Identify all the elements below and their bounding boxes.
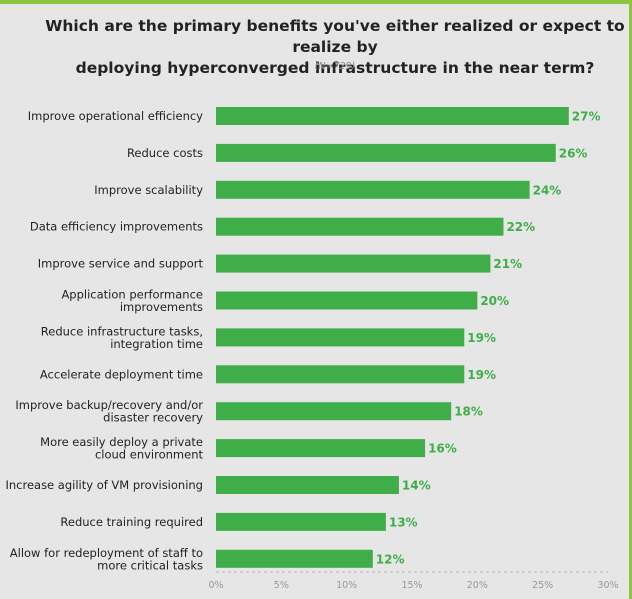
- category-label-3: Data efficiency improvements: [30, 220, 203, 234]
- bar-9: [216, 439, 426, 458]
- x-tick-label-6: 30%: [597, 580, 618, 591]
- value-label-7: 19%: [467, 368, 496, 382]
- category-label-12: Allow for redeployment of staff to more c…: [10, 546, 203, 573]
- chart-subtitle: (N=729): [314, 61, 356, 72]
- bar-0: [216, 107, 569, 125]
- x-tick-label-3: 15%: [401, 580, 422, 591]
- value-label-6: 19%: [467, 331, 496, 345]
- chart-title-line-1: Which are the primary benefits you've ei…: [45, 17, 625, 56]
- category-label-8-line-1: disaster recovery: [103, 411, 203, 425]
- category-label-8-line-0: Improve backup/recovery and/or: [15, 398, 203, 412]
- value-label-0: 27%: [572, 110, 601, 124]
- bar-7: [216, 365, 465, 384]
- category-label-0: Improve operational efficiency: [28, 109, 203, 123]
- category-label-7: Accelerate deployment time: [40, 367, 203, 381]
- value-label-12: 12%: [376, 552, 405, 566]
- x-tick-label-4: 20%: [467, 580, 488, 591]
- category-label-4: Improve service and support: [38, 257, 204, 271]
- value-label-9: 16%: [428, 442, 457, 456]
- category-label-6-line-1: integration time: [110, 337, 203, 351]
- category-label-12-line-0: Allow for redeployment of staff to: [10, 546, 203, 560]
- category-label-8: Improve backup/recovery and/or disaster r…: [15, 398, 203, 425]
- category-label-5-line-1: improvements: [120, 300, 203, 314]
- chart-title-line-2: deploying hyperconverged infrastructure …: [75, 59, 595, 77]
- category-label-6-line-0: Reduce infrastructure tasks,: [41, 324, 203, 338]
- right-accent-bar: [629, 0, 632, 599]
- value-label-3: 22%: [506, 220, 535, 234]
- category-label-1: Reduce costs: [127, 146, 203, 160]
- x-tick-label-1: 5%: [274, 580, 289, 591]
- category-label-5: Application performance improvements: [61, 288, 203, 315]
- x-tick-label-2: 10%: [336, 580, 357, 591]
- bar-5: [216, 291, 478, 310]
- bar-11: [216, 512, 386, 531]
- bar-10: [216, 476, 399, 494]
- value-label-5: 20%: [480, 294, 509, 308]
- category-label-9-line-0: More easily deploy a private: [40, 435, 203, 449]
- category-label-9: More easily deploy a private cloud enviro…: [40, 435, 203, 462]
- value-label-4: 21%: [493, 257, 522, 271]
- value-label-8: 18%: [454, 405, 483, 419]
- bar-3: [216, 217, 504, 236]
- x-tick-label-0: 0%: [208, 580, 223, 591]
- chart-title: Which are the primary benefits you've ei…: [40, 16, 630, 79]
- bar-12: [216, 549, 373, 568]
- value-label-2: 24%: [533, 183, 562, 197]
- category-label-12-line-1: more critical tasks: [97, 558, 203, 572]
- category-label-6: Reduce infrastructure tasks, integration …: [41, 324, 203, 351]
- category-label-5-line-0: Application performance: [61, 288, 203, 302]
- bar-6: [216, 328, 465, 347]
- category-label-11: Reduce training required: [60, 515, 203, 529]
- bar-8: [216, 402, 452, 421]
- bar-4: [216, 254, 491, 273]
- bar-2: [216, 180, 530, 199]
- x-tick-label-5: 25%: [532, 580, 553, 591]
- value-label-1: 26%: [559, 146, 588, 160]
- top-accent-bar: [0, 0, 632, 4]
- category-label-2: Improve scalability: [94, 183, 203, 197]
- category-label-10: Increase agility of VM provisioning: [5, 478, 203, 492]
- bar-1: [216, 143, 556, 162]
- value-label-11: 13%: [389, 515, 418, 529]
- value-label-10: 14%: [402, 479, 431, 493]
- category-label-9-line-1: cloud environment: [95, 448, 204, 462]
